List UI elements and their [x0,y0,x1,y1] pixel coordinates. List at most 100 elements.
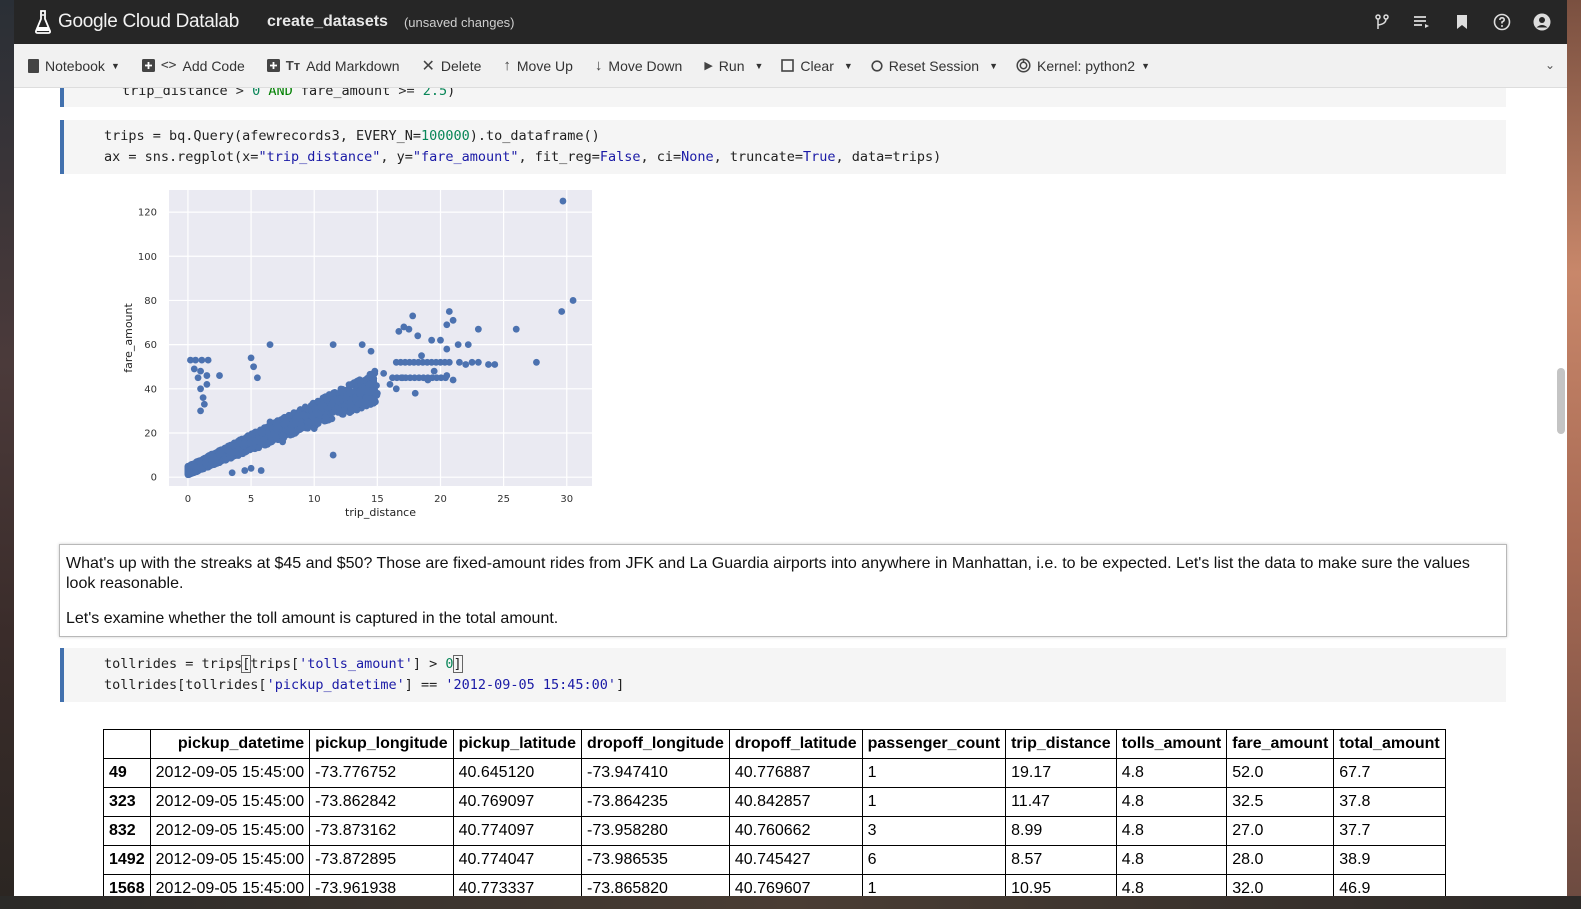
data-point [194,374,202,382]
data-point [225,447,233,455]
data-point [329,451,337,459]
reset-session-button[interactable]: Reset Session [871,58,979,74]
data-point [569,297,577,304]
text-format-icon: Tт [285,58,301,73]
table-cell: -73.862842 [309,787,454,817]
table-cell: -73.872895 [309,845,454,875]
data-point [342,394,350,402]
table-row: 1492 2012-09-05 15:45:00 -73.872895 40.7740… [103,845,1446,875]
y-axis-label: fare_amount [122,303,135,373]
data-point [308,412,316,420]
reset-dropdown-caret-icon[interactable]: ▼ [989,60,998,71]
run-dropdown-caret-icon[interactable]: ▼ [754,60,764,71]
run-label: Run [718,57,745,74]
data-point [229,442,237,450]
table-cell: 8.57 [1005,845,1117,875]
code-cell-partial[interactable]: trip_distance > 0 AND fare_amount >= 2.5… [60,88,1506,107]
help-icon[interactable] [1493,13,1511,31]
data-point [414,332,422,340]
table-cell: 4.8 [1115,758,1228,788]
data-point [304,418,312,426]
arrow-down-icon: ↓ [594,57,603,74]
data-point [197,407,204,415]
data-point [373,389,381,397]
code-line: tollrides = trips[trips['tolls_amount'] … [104,655,463,673]
data-point [279,438,287,446]
data-point [200,400,208,408]
table-cell: -73.864235 [580,787,730,817]
data-point [323,396,331,404]
table-cell: 1 [861,787,1007,817]
clear-dropdown-caret-icon[interactable]: ▼ [843,60,853,71]
data-point [311,405,319,412]
kernel-menu-button[interactable]: Kernel: python2 ▼ [1016,58,1150,74]
column-header-total_amount: total_amount [1333,729,1446,759]
scrollbar-thumb[interactable] [1557,368,1565,434]
table-row: 832 2012-09-05 15:45:00 -73.873162 40.77409… [103,816,1446,846]
move-up-button[interactable]: ↑ Move Up [503,57,573,74]
table-cell: 4.8 [1115,874,1228,896]
data-point [216,372,223,379]
delete-label: Delete [440,57,482,74]
table-cell: -73.986535 [580,845,730,875]
table-cell: 40.774047 [452,845,582,875]
x-tick-label: 10 [308,494,321,505]
data-point [186,469,194,477]
code-icon: <> [160,58,177,73]
play-icon: ▶ [704,60,713,72]
data-point [361,385,369,393]
y-tick-label: 80 [144,296,157,307]
markdown-cell[interactable]: What's up with the streaks at $45 and $5… [59,544,1507,637]
data-point [197,385,204,393]
move-down-button[interactable]: ↓ Move Down [595,57,682,74]
notebook-title[interactable]: create_datasets [266,13,388,30]
x-tick-label: 5 [248,494,254,505]
delete-button[interactable]: ✕ Delete [422,56,482,76]
notebook-toolbar: Notebook ▼ <> Add Code Tт Add Markdown ✕… [14,44,1567,88]
datalab-logo[interactable]: Google Cloud Datalab [34,9,239,35]
x-tick-label: 25 [497,494,510,505]
data-point [246,434,254,442]
chevron-down-icon[interactable]: ⌄ [1544,58,1555,72]
add-markdown-button[interactable]: Tт Add Markdown [266,58,400,74]
clear-button[interactable]: Clear [781,58,834,74]
data-point [253,374,261,382]
data-point [454,341,462,349]
code-cell-tollrides[interactable]: tollrides = trips[trips['tolls_amount'] … [60,648,1506,702]
data-point [301,403,309,411]
data-point [485,361,492,368]
branch-icon[interactable] [1373,13,1391,31]
table-cell: -73.776752 [309,758,454,788]
data-point [287,426,295,433]
notebook-content: trip_distance > 0 AND fare_amount >= 2.5… [14,88,1567,896]
list-icon[interactable] [1413,13,1431,31]
run-button[interactable]: ▶ Run [704,58,744,74]
data-point [491,361,499,368]
data-point [371,367,379,375]
data-point [250,363,257,371]
data-point [231,448,239,456]
notebook-menu-button[interactable]: Notebook ▼ [28,58,120,74]
table-cell: 2012-09-05 15:45:00 [149,874,311,896]
table-cell: 32.5 [1226,787,1335,817]
table-cell: -73.873162 [309,816,454,846]
column-header-passenger_count: passenger_count [861,729,1007,759]
account-icon[interactable] [1533,13,1551,31]
move-down-label: Move Down [608,57,683,74]
data-point [392,385,400,393]
table-cell: -73.961938 [309,874,454,896]
code-cell-scatter[interactable]: trips = bq.Query(afewrecords3, EVERY_N=1… [60,120,1506,174]
table-cell: 6 [861,845,1007,875]
x-tick-label: 20 [434,494,447,505]
bookmark-icon[interactable] [1453,13,1471,31]
scatter-plot: 0 5 10 15 20 25 30 0 20 40 60 80 100 120 trip_distance… [122,190,592,519]
table-cell: 52.0 [1226,758,1335,788]
column-header-tolls_amount: tolls_amount [1115,729,1228,759]
data-point [241,467,249,474]
code-line: trips = bq.Query(afewrecords3, EVERY_N=1… [104,128,600,144]
y-tick-label: 120 [138,208,157,219]
add-code-button[interactable]: <> Add Code [141,58,245,74]
y-tick-label: 100 [138,252,157,263]
index-header [103,729,151,759]
data-point [196,458,204,466]
